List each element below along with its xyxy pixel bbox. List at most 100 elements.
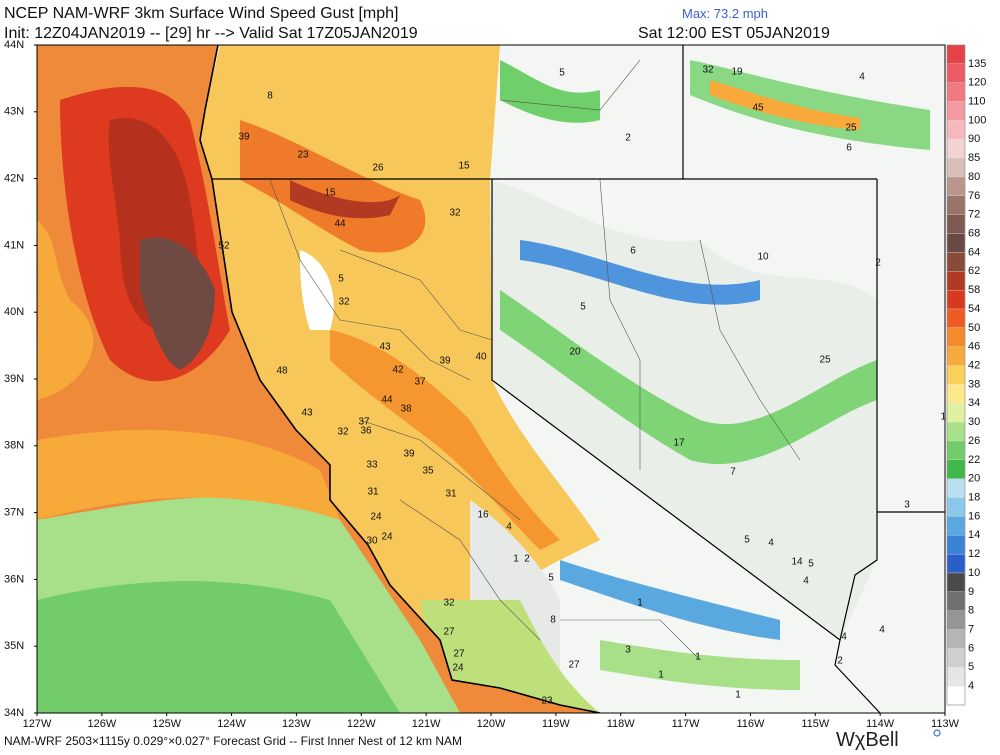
colorbar-label: 6: [968, 642, 974, 654]
colorbar-label: 22: [968, 454, 980, 466]
lat-label: 34N: [4, 707, 24, 719]
wind-band: [240, 120, 426, 253]
state-borders: [212, 45, 945, 713]
gust-label: 43: [379, 342, 391, 353]
wind-band: [560, 560, 780, 640]
gust-label: 32: [338, 297, 350, 308]
gust-label: 14: [791, 557, 803, 568]
max-value: Max: 73.2 mph: [682, 6, 768, 21]
gust-label: 5: [338, 274, 344, 285]
colorbar-label: 54: [968, 303, 980, 315]
colorbar-swatch: [946, 667, 966, 687]
gust-label: 52: [218, 241, 230, 252]
gust-label: 1: [695, 652, 701, 663]
gust-label: 39: [403, 449, 415, 460]
gust-label: 42: [392, 365, 404, 376]
wind-band: [710, 80, 860, 130]
gust-label: 5: [559, 68, 565, 79]
colorbar-swatch: [946, 685, 966, 706]
gust-label: 1: [513, 554, 519, 565]
colorbar-swatch: [946, 497, 966, 517]
gust-label: 24: [452, 663, 464, 674]
gust-label: 39: [439, 356, 451, 367]
colorbar-label: 30: [968, 416, 980, 428]
colorbar-swatch: [946, 214, 966, 234]
gust-label: 4: [768, 538, 774, 549]
calm-area: [300, 250, 334, 330]
ocean-band: [37, 430, 340, 520]
border: [269, 179, 471, 381]
gust-label: 6: [846, 143, 852, 154]
lat-label: 36N: [4, 573, 24, 585]
lat-label: 43N: [4, 106, 24, 118]
colorbar-swatch: [946, 403, 966, 423]
colorbar-frame: [946, 44, 966, 706]
ocean-band: [37, 220, 94, 400]
colorbar-label: 16: [968, 510, 980, 522]
colorbar-swatch: [946, 346, 966, 366]
logo: WχBell: [836, 729, 899, 750]
border: [359, 419, 521, 521]
gust-label: 7: [730, 467, 736, 478]
colorbar-swatch: [946, 176, 966, 197]
gust-label: 6: [630, 246, 636, 257]
lon-label: 124W: [217, 718, 246, 730]
border: [399, 499, 541, 641]
lon-label: 126W: [87, 718, 116, 730]
border: [599, 179, 641, 470]
coastline: [199, 45, 601, 713]
wind-band: [330, 330, 560, 550]
gust-label: 32: [702, 65, 714, 76]
border: [339, 249, 493, 341]
lon-label: 122W: [347, 718, 376, 730]
colorbar-swatch: [946, 289, 966, 310]
colorbar-label: 135: [968, 58, 986, 70]
lat-label: 42N: [4, 173, 24, 185]
gust-label: 48: [276, 366, 288, 377]
colorbar-label: 62: [968, 265, 980, 277]
colorbar-swatch: [946, 252, 966, 272]
lon-label: 113W: [931, 718, 960, 730]
colorbar-label: 26: [968, 435, 980, 447]
wind-band: [690, 60, 930, 150]
gust-label: 30: [366, 536, 378, 547]
gust-label: 5: [808, 559, 814, 570]
lon-label: 125W: [152, 718, 181, 730]
lon-label: 118W: [607, 718, 636, 730]
colorbar-swatch: [946, 233, 966, 253]
gust-label: 25: [819, 355, 831, 366]
colorbar-label: 18: [968, 491, 980, 503]
colorbar-swatch: [946, 459, 966, 479]
colorbar-label: 4: [968, 680, 974, 692]
gust-label: 5: [744, 535, 750, 546]
colorbar-label: 8: [968, 605, 974, 617]
colorbar-swatch: [946, 101, 966, 121]
gust-label: 16: [477, 510, 489, 521]
gust-label: 44: [381, 395, 393, 406]
colorbar-swatch: [946, 421, 966, 442]
gust-label: 44: [334, 219, 346, 230]
gust-label: 15: [458, 161, 470, 172]
colorbar-label: 120: [968, 77, 986, 89]
lat-label: 41N: [4, 239, 24, 251]
gust-label: 4: [803, 576, 809, 587]
colorbar-swatch: [946, 365, 966, 385]
colorbar-swatch: [946, 63, 966, 83]
gust-label: 2: [625, 133, 631, 144]
init-time: Init: 12Z04JAN2019 -- [29] hr --> Valid …: [4, 25, 418, 42]
gust-label: 4: [506, 522, 512, 533]
lat-label: 35N: [4, 640, 24, 652]
gust-label: 32: [449, 208, 461, 219]
map-field: [37, 45, 945, 713]
gust-label: 26: [372, 163, 384, 174]
gust-label: 8: [550, 615, 556, 626]
lat-label: 39N: [4, 373, 24, 385]
colorbar-label: 34: [968, 397, 980, 409]
wind-band: [520, 240, 760, 305]
gust-label: 33: [366, 460, 378, 471]
colorbar-label: 12: [968, 548, 980, 560]
gust-label: 8: [267, 91, 273, 102]
